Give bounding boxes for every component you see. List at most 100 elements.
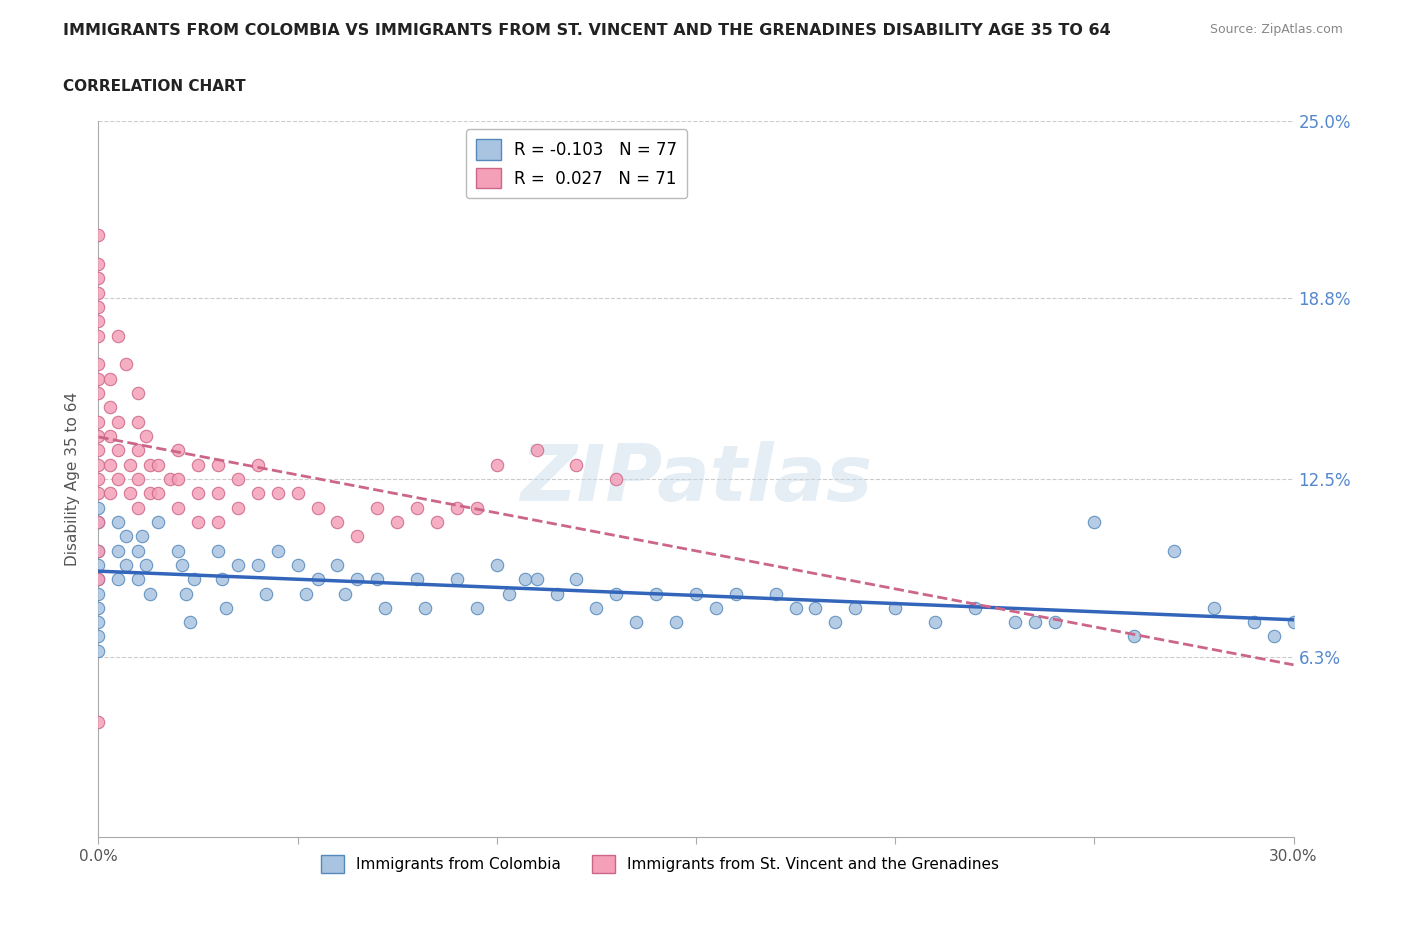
Point: [87, 601, 110, 616]
Point: [148, 485, 170, 500]
Point: [135, 429, 157, 444]
Point: [267, 543, 290, 558]
Point: [135, 557, 157, 572]
Point: [87, 715, 110, 730]
Point: [207, 458, 229, 472]
Point: [924, 615, 946, 630]
Point: [87, 543, 110, 558]
Point: [207, 543, 229, 558]
Point: [207, 485, 229, 500]
Point: [87, 357, 110, 372]
Point: [406, 572, 429, 587]
Point: [172, 557, 194, 572]
Text: CORRELATION CHART: CORRELATION CHART: [63, 79, 246, 94]
Point: [326, 514, 349, 529]
Point: [366, 500, 388, 515]
Point: [115, 357, 138, 372]
Point: [167, 443, 190, 458]
Point: [605, 586, 627, 601]
Point: [87, 572, 110, 587]
Point: [307, 500, 329, 515]
Point: [804, 601, 827, 616]
Point: [366, 572, 388, 587]
Point: [87, 257, 110, 272]
Point: [346, 572, 368, 587]
Point: [98, 485, 122, 500]
Point: [287, 557, 309, 572]
Point: [1123, 629, 1146, 644]
Point: [115, 529, 138, 544]
Point: [413, 601, 436, 616]
Point: [1004, 615, 1026, 630]
Point: [127, 500, 149, 515]
Point: [107, 543, 129, 558]
Point: [406, 500, 429, 515]
Point: [183, 572, 205, 587]
Point: [139, 586, 162, 601]
Point: [1024, 615, 1046, 630]
Point: [87, 485, 110, 500]
Point: [87, 286, 110, 300]
Point: [107, 414, 129, 429]
Point: [87, 443, 110, 458]
Point: [546, 586, 568, 601]
Point: [526, 572, 548, 587]
Point: [127, 414, 149, 429]
Point: [187, 485, 209, 500]
Text: ZIPatlas: ZIPatlas: [520, 441, 872, 517]
Point: [127, 472, 149, 486]
Point: [87, 228, 110, 243]
Point: [565, 572, 588, 587]
Point: [426, 514, 449, 529]
Point: [87, 543, 110, 558]
Point: [884, 601, 907, 616]
Point: [824, 615, 846, 630]
Point: [98, 458, 122, 472]
Point: [174, 586, 197, 601]
Point: [1202, 601, 1225, 616]
Point: [645, 586, 668, 601]
Point: [513, 572, 536, 587]
Point: [87, 514, 110, 529]
Point: [87, 644, 110, 658]
Point: [148, 458, 170, 472]
Point: [87, 314, 110, 329]
Point: [1083, 514, 1105, 529]
Point: [485, 458, 508, 472]
Point: [107, 443, 129, 458]
Point: [87, 586, 110, 601]
Point: [446, 500, 468, 515]
Point: [98, 429, 122, 444]
Point: [374, 601, 396, 616]
Point: [167, 472, 190, 486]
Point: [346, 529, 368, 544]
Point: [87, 386, 110, 401]
Point: [87, 429, 110, 444]
Point: [704, 601, 727, 616]
Point: [211, 572, 233, 587]
Point: [87, 472, 110, 486]
Point: [1043, 615, 1066, 630]
Point: [107, 472, 129, 486]
Point: [385, 514, 409, 529]
Point: [115, 557, 138, 572]
Point: [1263, 629, 1285, 644]
Point: [246, 485, 269, 500]
Point: [287, 485, 309, 500]
Point: [307, 572, 329, 587]
Point: [565, 458, 588, 472]
Point: [127, 572, 149, 587]
Point: [120, 485, 142, 500]
Point: [605, 472, 627, 486]
Point: [167, 543, 190, 558]
Point: [87, 629, 110, 644]
Point: [107, 514, 129, 529]
Y-axis label: Disability Age 35 to 64: Disability Age 35 to 64: [65, 392, 80, 566]
Point: [1282, 615, 1305, 630]
Point: [87, 514, 110, 529]
Point: [254, 586, 277, 601]
Point: [87, 615, 110, 630]
Point: [267, 485, 290, 500]
Point: [87, 572, 110, 587]
Point: [465, 601, 488, 616]
